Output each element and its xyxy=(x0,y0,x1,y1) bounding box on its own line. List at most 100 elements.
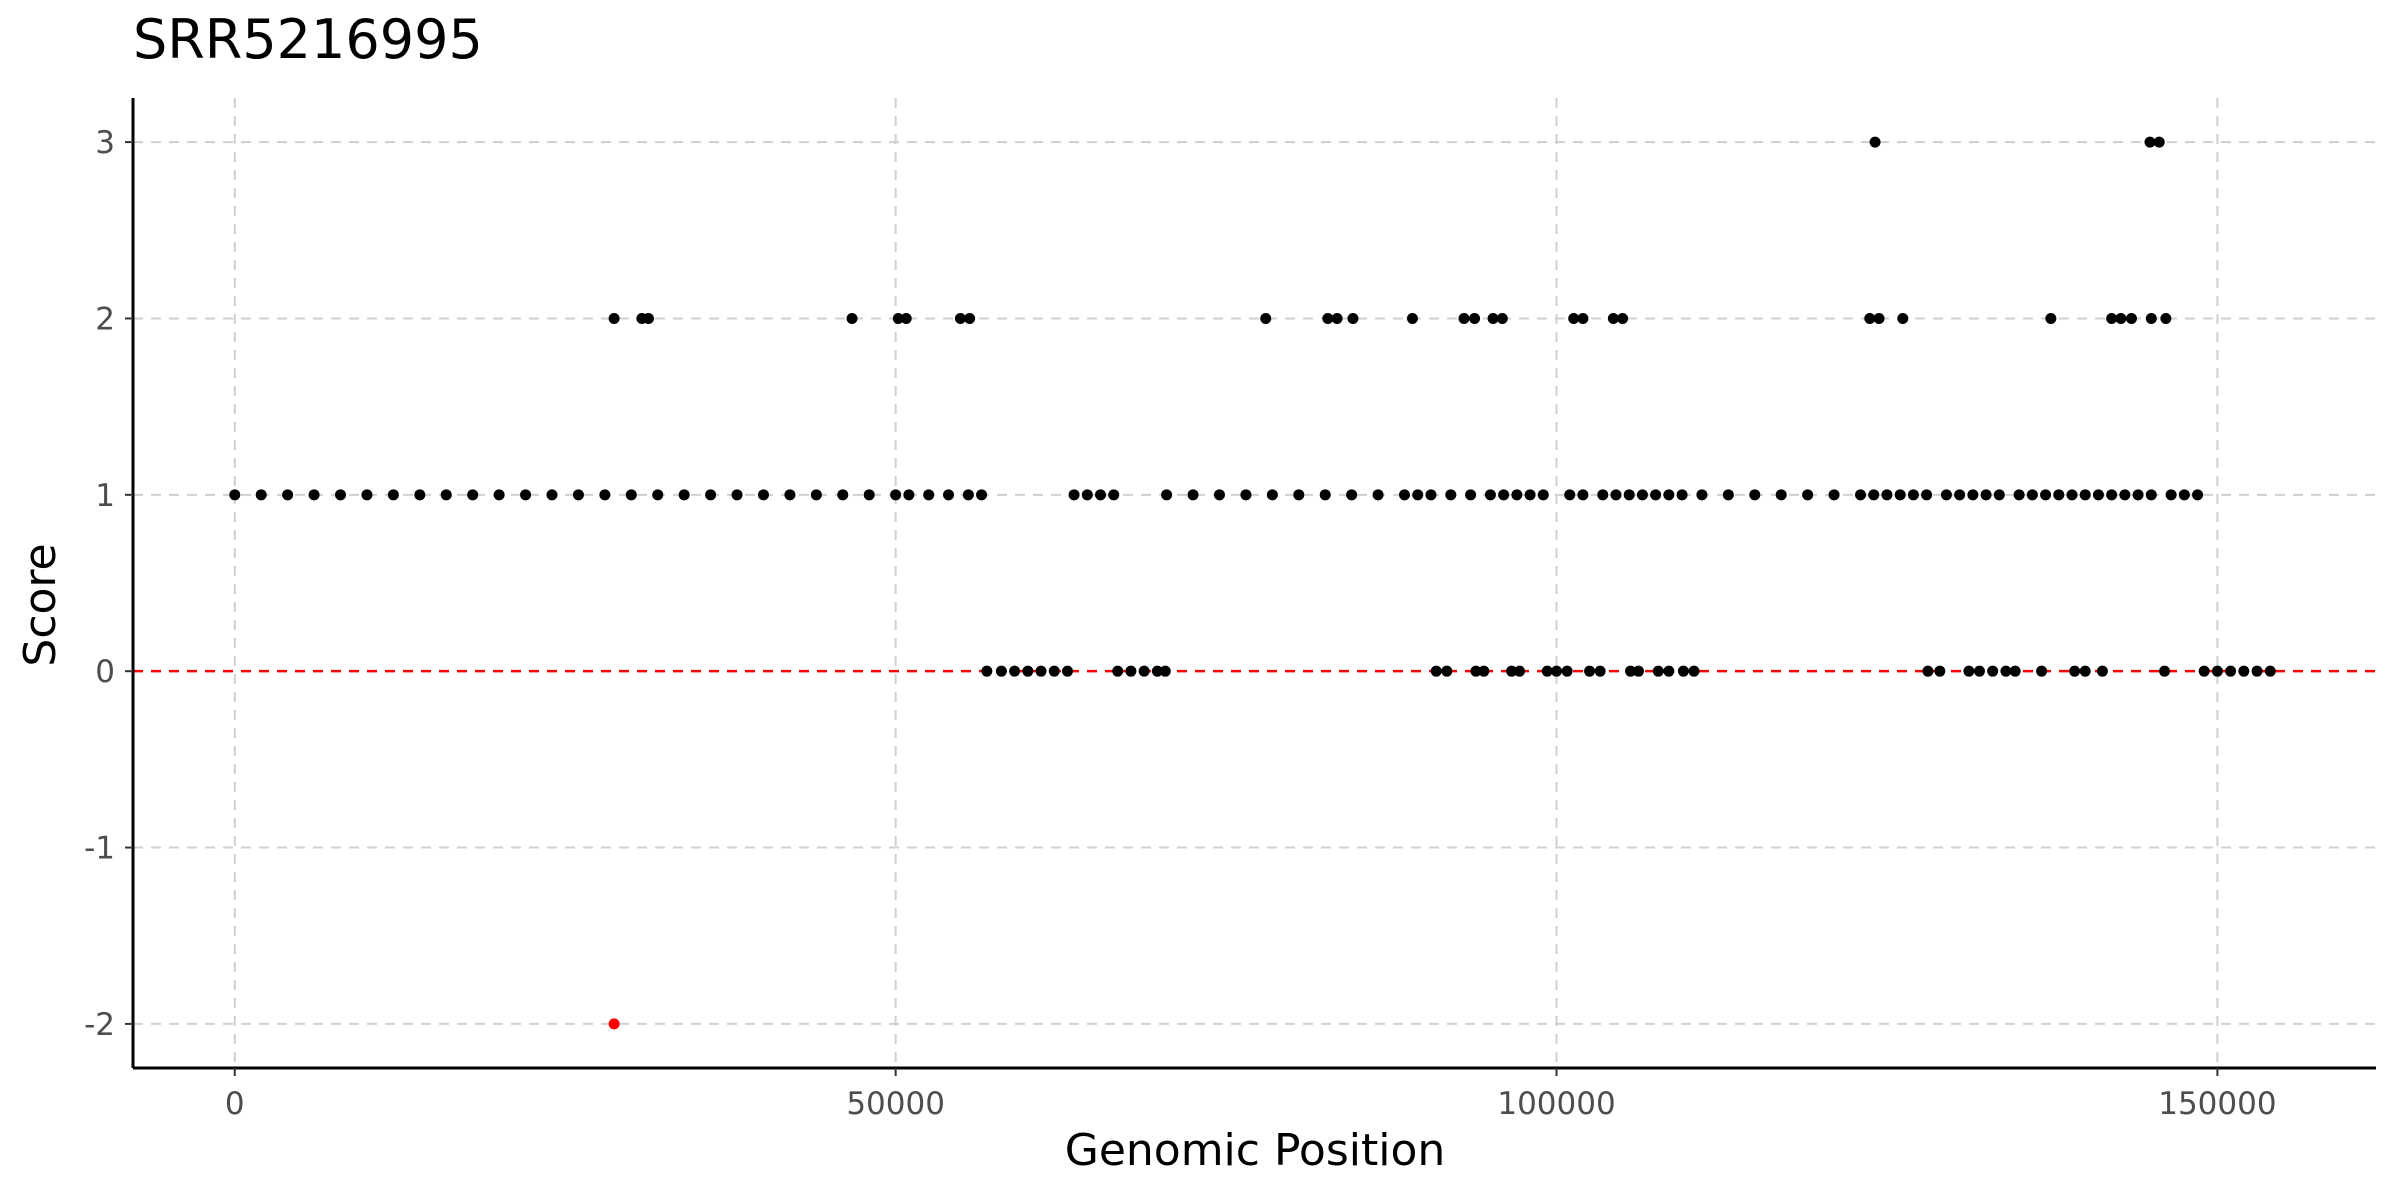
data-point xyxy=(1022,665,1034,677)
data-point xyxy=(1524,489,1536,501)
data-point xyxy=(2040,489,2052,501)
y-tick-label: 0 xyxy=(95,654,115,690)
data-point xyxy=(1921,489,1933,501)
data-point xyxy=(1676,489,1688,501)
data-point xyxy=(1112,665,1124,677)
data-point xyxy=(1696,489,1708,501)
data-point xyxy=(1213,489,1225,501)
data-point xyxy=(2153,136,2165,148)
data-point xyxy=(837,489,849,501)
data-point xyxy=(1897,312,1909,324)
data-point xyxy=(1161,489,1173,501)
data-point xyxy=(2125,312,2137,324)
data-point xyxy=(1445,489,1457,501)
data-point xyxy=(1331,312,1343,324)
data-point xyxy=(757,489,769,501)
data-point xyxy=(1636,489,1648,501)
data-point xyxy=(1577,312,1589,324)
data-point xyxy=(1399,489,1411,501)
data-point xyxy=(1293,489,1305,501)
data-point xyxy=(2013,489,2025,501)
data-point xyxy=(784,489,796,501)
data-point xyxy=(1980,489,1992,501)
data-point xyxy=(2159,665,2171,677)
data-point xyxy=(2106,489,2118,501)
data-point xyxy=(625,489,637,501)
x-ticks: 0 50000 100000 150000 xyxy=(225,1068,2277,1122)
data-point xyxy=(1484,489,1496,501)
chart-title: SRR5216995 xyxy=(133,8,483,71)
data-point xyxy=(2026,489,2038,501)
data-point xyxy=(1617,312,1629,324)
data-point xyxy=(731,489,743,501)
data-point xyxy=(440,489,452,501)
data-point xyxy=(976,489,988,501)
data-point xyxy=(1322,312,1334,324)
data-point xyxy=(1688,665,1700,677)
data-point xyxy=(1406,312,1418,324)
data-point xyxy=(2000,665,2012,677)
data-point xyxy=(2238,665,2250,677)
data-point xyxy=(282,489,294,501)
data-point xyxy=(2198,665,2210,677)
data-point xyxy=(1881,489,1893,501)
data-point xyxy=(1035,665,1047,677)
data-point xyxy=(1487,312,1499,324)
data-point xyxy=(1506,665,1518,677)
data-point xyxy=(599,489,611,501)
data-point xyxy=(1749,489,1761,501)
data-point xyxy=(1922,665,1934,677)
data-point xyxy=(2069,665,2081,677)
data-point xyxy=(2178,489,2190,501)
data-point xyxy=(1568,312,1580,324)
data-point xyxy=(1802,489,1814,501)
data-point xyxy=(1663,665,1675,677)
data-point xyxy=(678,489,690,501)
y-tick-label: 3 xyxy=(95,125,115,161)
data-point xyxy=(1722,489,1734,501)
data-point xyxy=(1372,489,1384,501)
data-point xyxy=(1469,312,1481,324)
data-point xyxy=(608,312,620,324)
x-tick-label: 0 xyxy=(225,1086,245,1122)
data-point xyxy=(2145,489,2157,501)
data-point xyxy=(1623,489,1635,501)
data-point xyxy=(890,489,902,501)
data-point xyxy=(981,665,993,677)
data-point xyxy=(2115,312,2127,324)
data-point xyxy=(1963,665,1975,677)
data-point xyxy=(546,489,558,501)
data-point xyxy=(1346,489,1358,501)
highlight-point xyxy=(608,1018,620,1030)
data-point xyxy=(1537,489,1549,501)
data-point xyxy=(1319,489,1331,501)
data-point xyxy=(1260,312,1272,324)
data-point xyxy=(2096,665,2108,677)
data-point xyxy=(2145,312,2157,324)
data-point xyxy=(2264,665,2276,677)
data-point xyxy=(1594,665,1606,677)
data-point xyxy=(2225,665,2237,677)
data-point xyxy=(1973,665,1985,677)
data-point xyxy=(903,489,915,501)
data-point xyxy=(923,489,935,501)
data-point xyxy=(2092,489,2104,501)
y-tick-label: -2 xyxy=(84,1007,115,1043)
data-point xyxy=(900,312,912,324)
data-point xyxy=(1108,489,1120,501)
data-point xyxy=(1048,665,1060,677)
data-point xyxy=(1541,665,1553,677)
data-point xyxy=(1577,489,1589,501)
data-point xyxy=(1068,489,1080,501)
data-point xyxy=(1625,665,1637,677)
data-point xyxy=(1470,665,1482,677)
x-axis-title: Genomic Position xyxy=(1065,1125,1446,1176)
data-point xyxy=(1551,665,1563,677)
data-point xyxy=(1652,665,1664,677)
data-point xyxy=(2009,665,2021,677)
data-point xyxy=(414,489,426,501)
data-point xyxy=(1347,312,1359,324)
data-point xyxy=(1061,665,1073,677)
